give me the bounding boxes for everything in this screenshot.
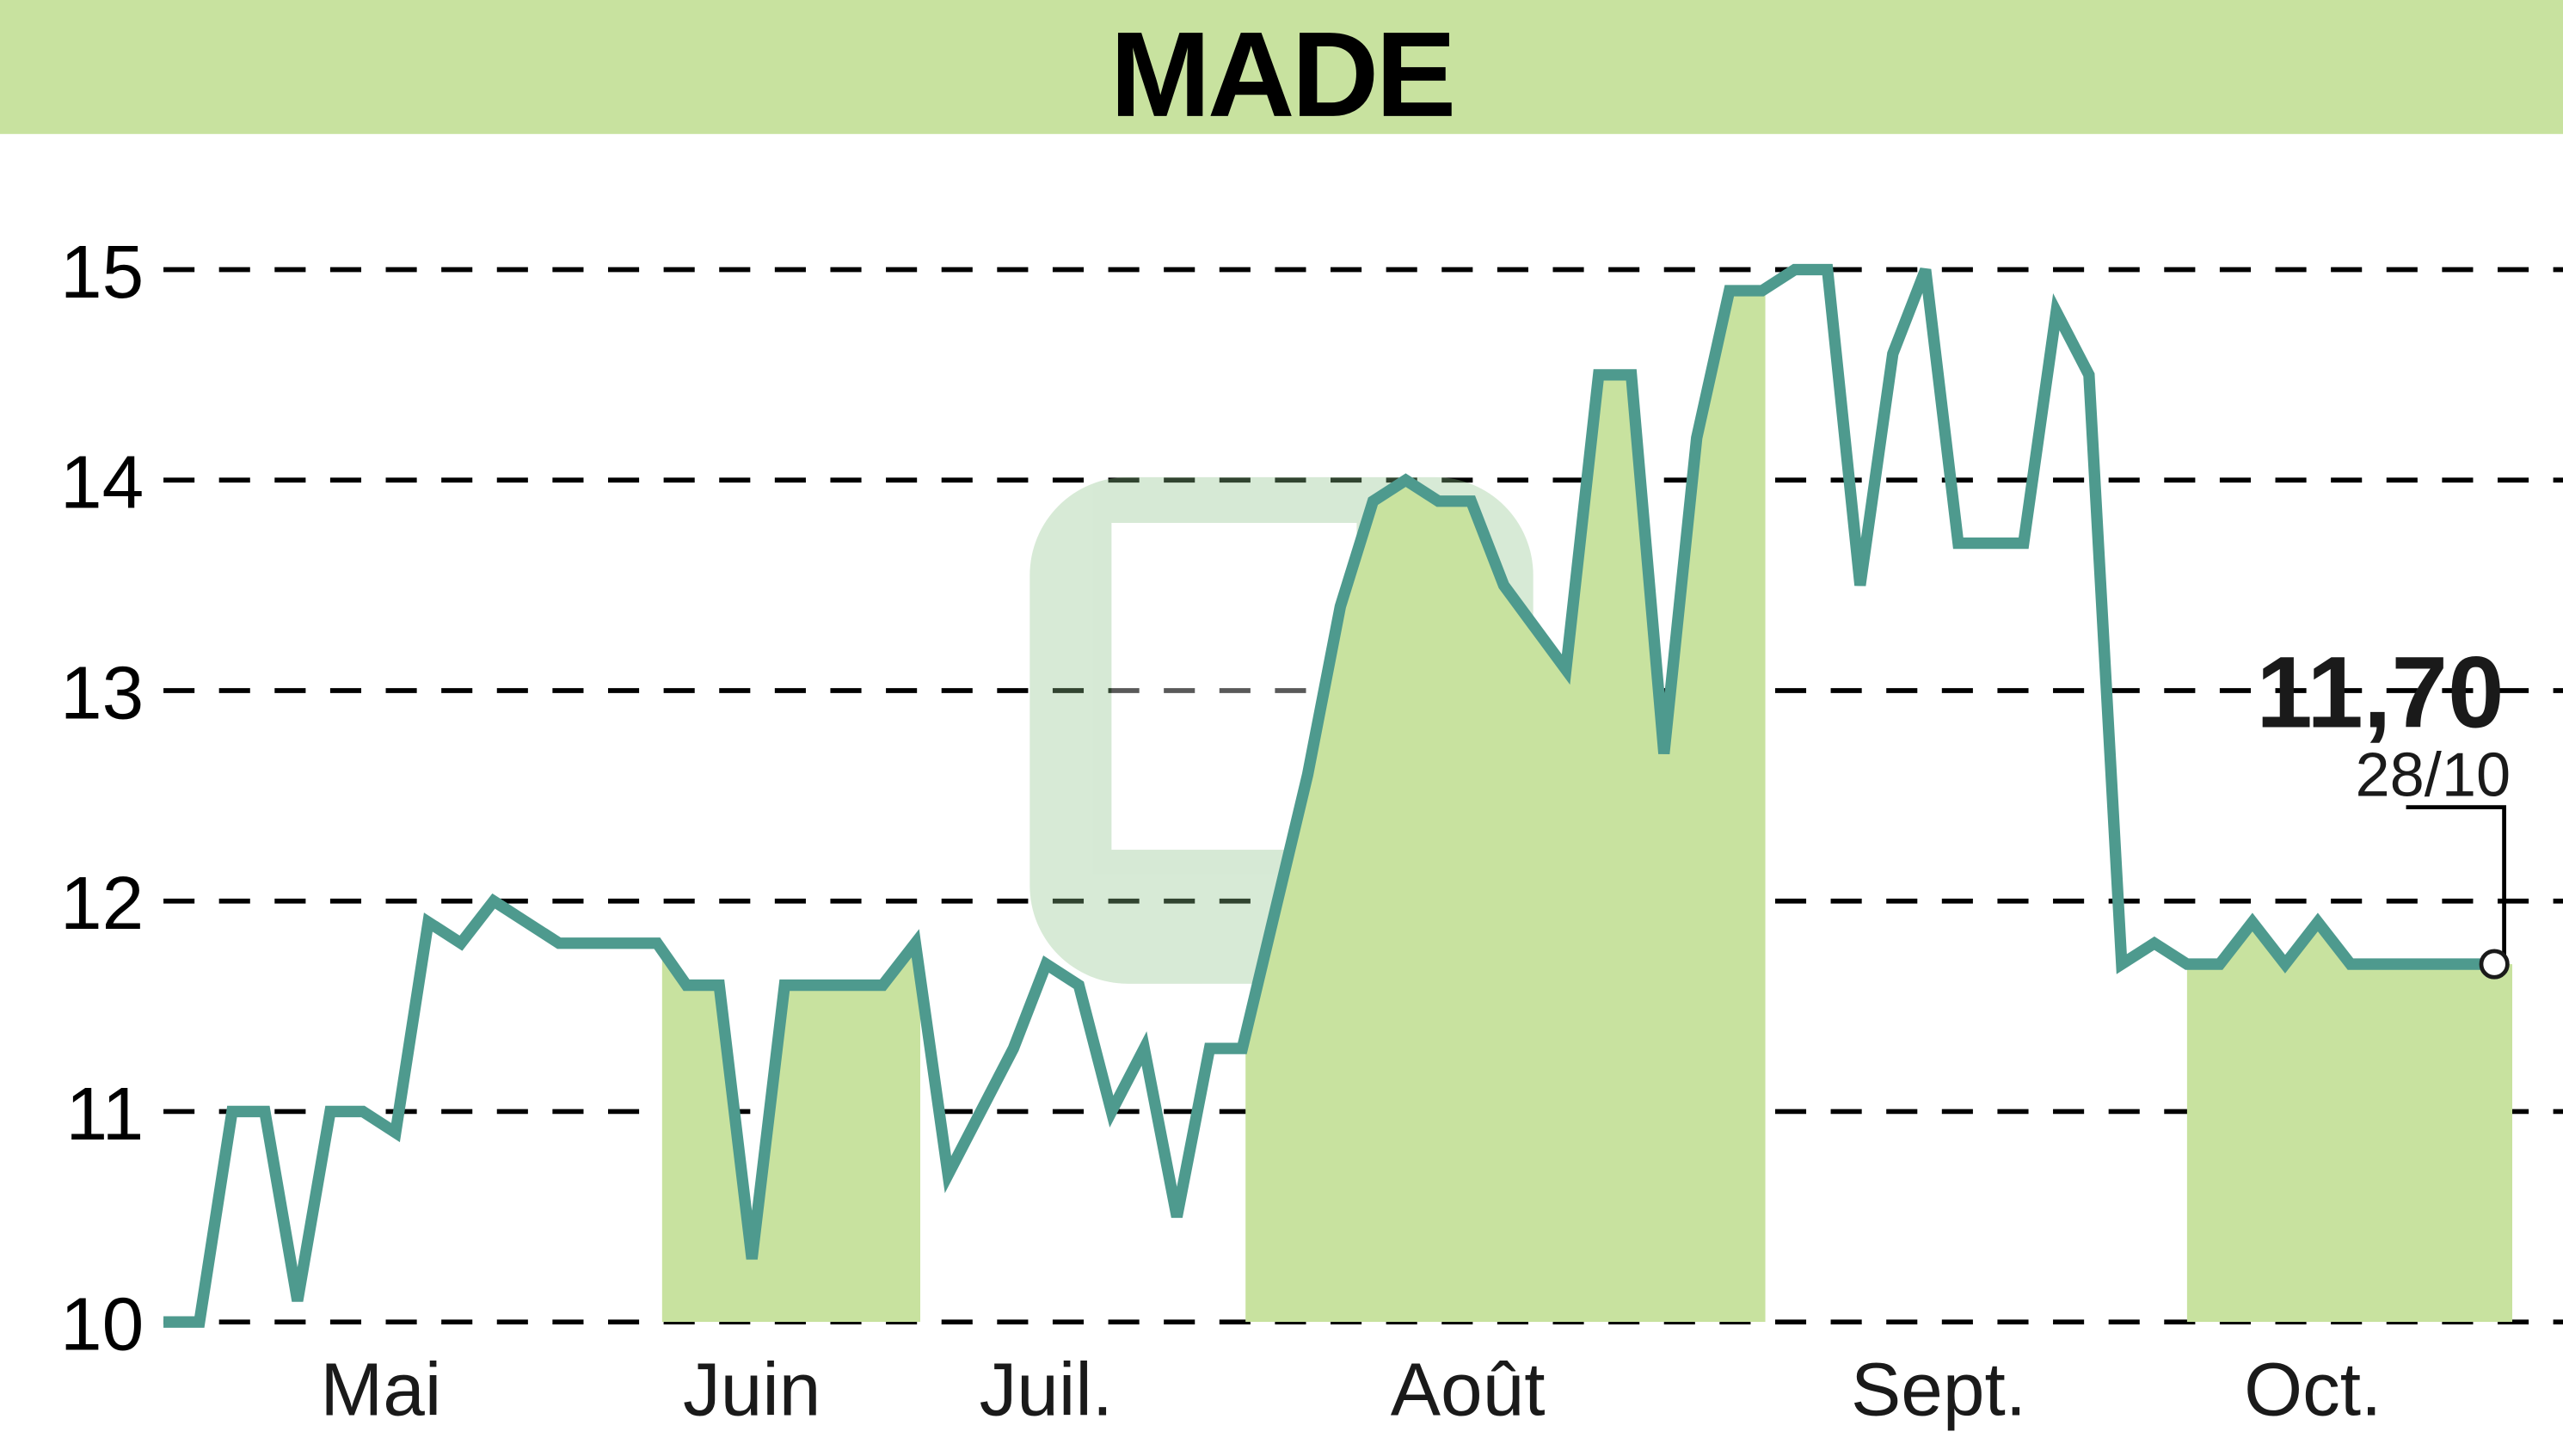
last-date: 28/10	[2355, 740, 2511, 809]
x-tick-label: Juin	[683, 1348, 821, 1432]
price-line	[163, 263, 2495, 1328]
x-tick-label: Sept.	[1851, 1348, 2026, 1432]
y-tick-label: 12	[60, 861, 144, 945]
x-axis-labels: Mai Juin Juil. Août Sept. Oct.	[320, 1348, 2382, 1432]
y-tick-label: 13	[60, 650, 144, 734]
last-point-marker	[2479, 949, 2510, 980]
y-tick-label: 14	[60, 440, 144, 525]
last-value: 11,70	[2256, 636, 2504, 749]
last-value-annotation: 11,70 28/10	[2256, 636, 2511, 980]
y-axis-labels: 10 11 12 13 14 15	[60, 230, 144, 1367]
y-tick-label: 10	[60, 1282, 144, 1367]
x-tick-label: Juil.	[980, 1348, 1113, 1432]
x-tick-label: Oct.	[2244, 1348, 2382, 1432]
annotation-leader	[2406, 805, 2506, 956]
title-band	[0, 0, 2563, 134]
y-tick-label: 15	[60, 230, 144, 314]
chart-title: MADE	[1110, 7, 1454, 142]
gridlines	[163, 267, 2563, 1325]
x-tick-label: Mai	[320, 1348, 441, 1432]
x-tick-label: Août	[1391, 1348, 1546, 1432]
y-tick-label: 11	[65, 1072, 144, 1156]
price-area	[661, 269, 2513, 1323]
